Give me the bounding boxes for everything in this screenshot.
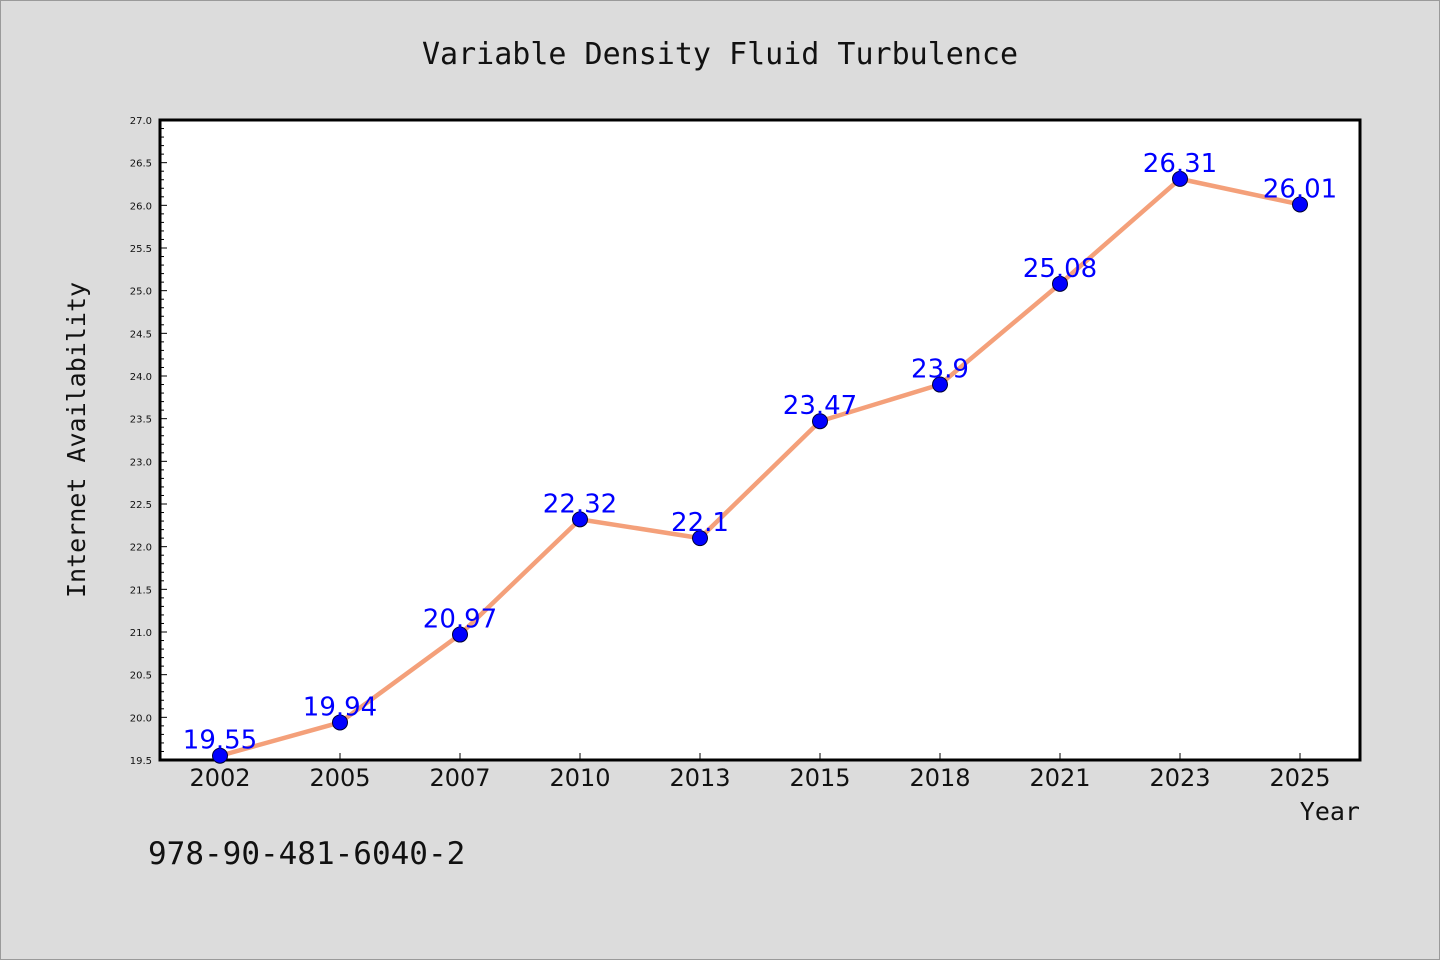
data-value-label: 25.08 bbox=[1023, 254, 1097, 284]
plot-area bbox=[158, 118, 1362, 762]
x-tick-label: 2002 bbox=[189, 764, 250, 792]
isbn-text: 978-90-481-6040-2 bbox=[148, 836, 465, 872]
data-value-label: 26.31 bbox=[1143, 149, 1217, 179]
data-point-marker bbox=[932, 376, 948, 393]
y-tick-label: 26.5 bbox=[130, 159, 152, 170]
data-point-marker bbox=[692, 530, 708, 547]
y-tick-label: 25.0 bbox=[130, 287, 152, 298]
y-tick-label: 19.5 bbox=[130, 756, 152, 767]
data-point-marker bbox=[572, 511, 588, 528]
data-value-label: 19.94 bbox=[303, 692, 377, 722]
x-tick-label: 2007 bbox=[429, 764, 490, 792]
data-labels: 19.55 19.94 20.97 22.32 22.1 23.47 23.9 25.08 26… bbox=[183, 149, 1337, 756]
x-axis-ticks: 2002 2005 2007 2010 2013 2015 2018 2021 2023 2025 bbox=[189, 753, 1331, 792]
data-value-label: 20.97 bbox=[423, 605, 497, 635]
x-tick-label: 2023 bbox=[1149, 764, 1210, 792]
series-line bbox=[217, 176, 1303, 758]
y-tick-label: 22.5 bbox=[130, 500, 152, 511]
x-tick-label: 2025 bbox=[1269, 764, 1330, 792]
x-tick-label: 2015 bbox=[789, 764, 850, 792]
y-tick-label: 27.0 bbox=[130, 116, 152, 127]
y-tick-label: 22.0 bbox=[130, 543, 152, 554]
data-point-marker bbox=[1172, 170, 1188, 187]
y-axis-label: Internet Availability bbox=[62, 282, 91, 598]
data-point-marker bbox=[212, 747, 228, 764]
x-tick-label: 2005 bbox=[309, 764, 370, 792]
y-tick-label: 20.5 bbox=[130, 671, 152, 682]
y-tick-label: 20.0 bbox=[130, 713, 152, 724]
x-tick-label: 2021 bbox=[1029, 764, 1090, 792]
data-point-marker bbox=[1292, 196, 1308, 213]
data-point-marker bbox=[332, 714, 348, 731]
data-point-marker bbox=[452, 626, 468, 643]
data-value-label: 23.47 bbox=[783, 391, 857, 421]
x-tick-label: 2013 bbox=[669, 764, 730, 792]
data-series bbox=[212, 170, 1308, 764]
x-tick-label: 2018 bbox=[909, 764, 970, 792]
data-point-marker bbox=[1052, 275, 1068, 292]
y-tick-label: 21.5 bbox=[130, 585, 152, 596]
x-axis-label: Year bbox=[1300, 797, 1360, 826]
data-value-label: 23.9 bbox=[911, 355, 969, 385]
data-value-label: 22.1 bbox=[671, 508, 729, 538]
data-value-label: 19.55 bbox=[183, 726, 257, 756]
data-value-label: 22.32 bbox=[543, 489, 617, 519]
y-tick-label: 24.0 bbox=[130, 372, 152, 383]
data-point-marker bbox=[812, 413, 828, 430]
x-tick-label: 2010 bbox=[549, 764, 610, 792]
y-tick-label: 25.5 bbox=[130, 244, 152, 255]
data-value-label: 26.01 bbox=[1263, 174, 1337, 204]
y-tick-label: 21.0 bbox=[130, 628, 152, 639]
y-axis-ticks: 19.5 20.0 20.5 21.0 21.5 22.0 22.5 23.0 23.5 24.0… bbox=[130, 116, 167, 767]
y-tick-label: 26.0 bbox=[130, 201, 152, 212]
y-tick-label: 24.5 bbox=[130, 329, 152, 340]
y-tick-label: 23.5 bbox=[130, 415, 152, 426]
chart-title: Variable Density Fluid Turbulence bbox=[422, 37, 1018, 72]
y-tick-label: 23.0 bbox=[130, 457, 152, 468]
